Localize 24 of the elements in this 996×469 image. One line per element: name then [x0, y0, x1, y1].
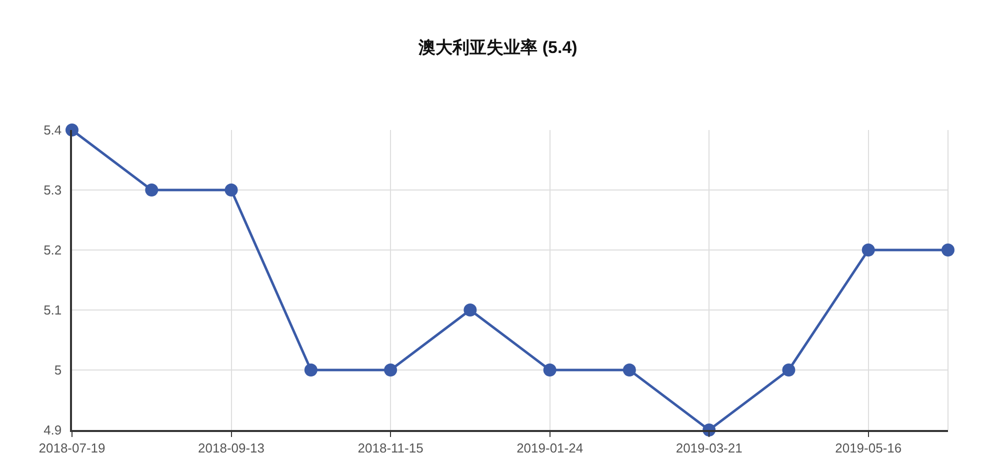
y-tick-label: 5.4	[44, 122, 62, 138]
y-tick-label: 5	[54, 362, 62, 378]
x-tick-label: 2018-09-13	[198, 440, 265, 456]
x-tick-label: 2018-11-15	[358, 440, 424, 456]
point	[304, 364, 318, 376]
x-tick-label: 2018-07-19	[38, 440, 106, 456]
point	[66, 124, 78, 136]
point	[782, 364, 796, 376]
point	[862, 244, 875, 256]
point	[224, 184, 238, 196]
y-tick-label: 5.2	[44, 242, 62, 258]
x-tick-label: 2019-05-16	[835, 440, 902, 456]
y-tick-label: 5.1	[44, 302, 62, 318]
point	[543, 364, 556, 376]
y-tick-label: 4.9	[44, 422, 62, 438]
point	[145, 184, 158, 196]
point	[464, 304, 477, 316]
point	[384, 364, 398, 376]
chart-title: 澳大利亚失业率 (5.4)	[418, 38, 578, 57]
y-tick-label: 5.3	[44, 182, 62, 198]
point	[942, 244, 954, 256]
x-tick-label: 2019-01-24	[516, 440, 584, 456]
x-tick-label: 2019-03-21	[676, 440, 742, 456]
point	[622, 364, 636, 376]
